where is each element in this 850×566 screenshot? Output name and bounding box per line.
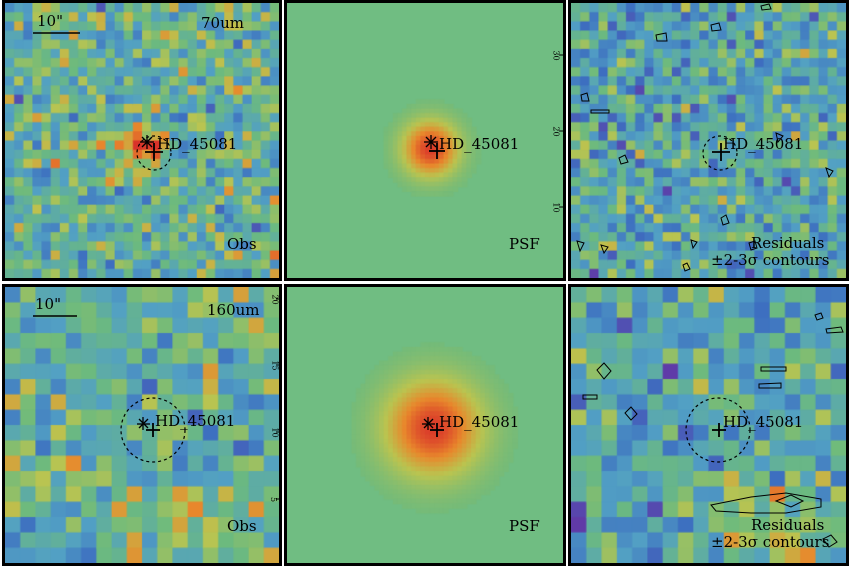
panel-160um-residual: HD_45081 Residuals ±2-3σ contours [568,284,849,566]
axis-tick-label: 15 [270,360,280,371]
map-70um-psf [287,3,563,278]
panel-70um-psf: 30 20 10 HD_45081 PSF [284,0,566,281]
axis-tick-label: 20 [551,126,561,137]
axis-tick-label: 20 [270,294,280,305]
panel-label: PSF [509,235,540,253]
scale-bar-label: 10" [35,295,61,313]
panel-label: PSF [509,517,540,535]
band-label: 70um [201,14,244,32]
panel-160um-psf: HD_45081 PSF [284,284,566,566]
panel-70um-obs: 10" 70um HD_45081 Obs [2,0,282,281]
contours-label: ±2-3σ contours [711,533,830,551]
band-label: 160um [207,301,260,319]
residuals-label: Residuals [751,234,825,252]
source-label: HD_45081 [723,135,804,153]
source-label: HD_45081 [439,413,520,431]
source-label: HD_45081 [439,135,520,153]
contours-label: ±2-3σ contours [711,251,830,269]
scale-bar-label: 10" [37,12,63,30]
axis-tick-label: 10 [270,427,280,438]
source-label: HD_45081 [723,413,804,431]
panel-label: Obs [227,235,257,253]
source-label: HD_45081 [157,135,238,153]
axis-tick-label: 5 [269,496,279,503]
axis-tick-label: 10 [551,202,561,213]
panel-160um-obs: 20 15 10 5 10" 160um HD_45081 Obs [2,284,282,566]
panel-label: Obs [227,517,257,535]
residuals-label: Residuals [751,516,825,534]
panel-70um-residual: HD_45081 Residuals ±2-3σ contours [568,0,849,281]
source-label: HD_45081 [155,412,236,430]
axis-tick-label: 30 [551,50,561,61]
